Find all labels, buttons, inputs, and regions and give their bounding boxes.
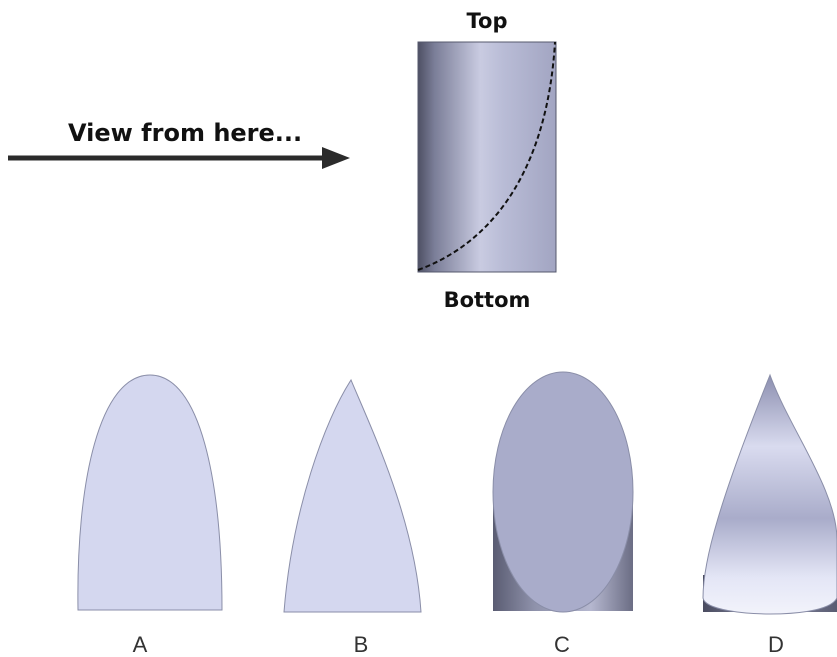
option-label-a: A <box>133 632 148 657</box>
bottom-label: Bottom <box>444 288 531 312</box>
shape-d[interactable] <box>702 373 837 615</box>
option-label-d: D <box>768 632 784 657</box>
option-label-b: B <box>354 632 369 657</box>
helix-curve <box>417 41 556 271</box>
shape-a[interactable] <box>77 374 223 611</box>
view-label: View from here... <box>68 119 302 147</box>
top-label: Top <box>467 9 508 33</box>
view-arrow <box>8 147 350 169</box>
shape-b[interactable] <box>283 378 422 613</box>
cylinder <box>417 41 557 273</box>
option-label-c: C <box>554 632 570 657</box>
shape-c[interactable] <box>492 371 634 613</box>
